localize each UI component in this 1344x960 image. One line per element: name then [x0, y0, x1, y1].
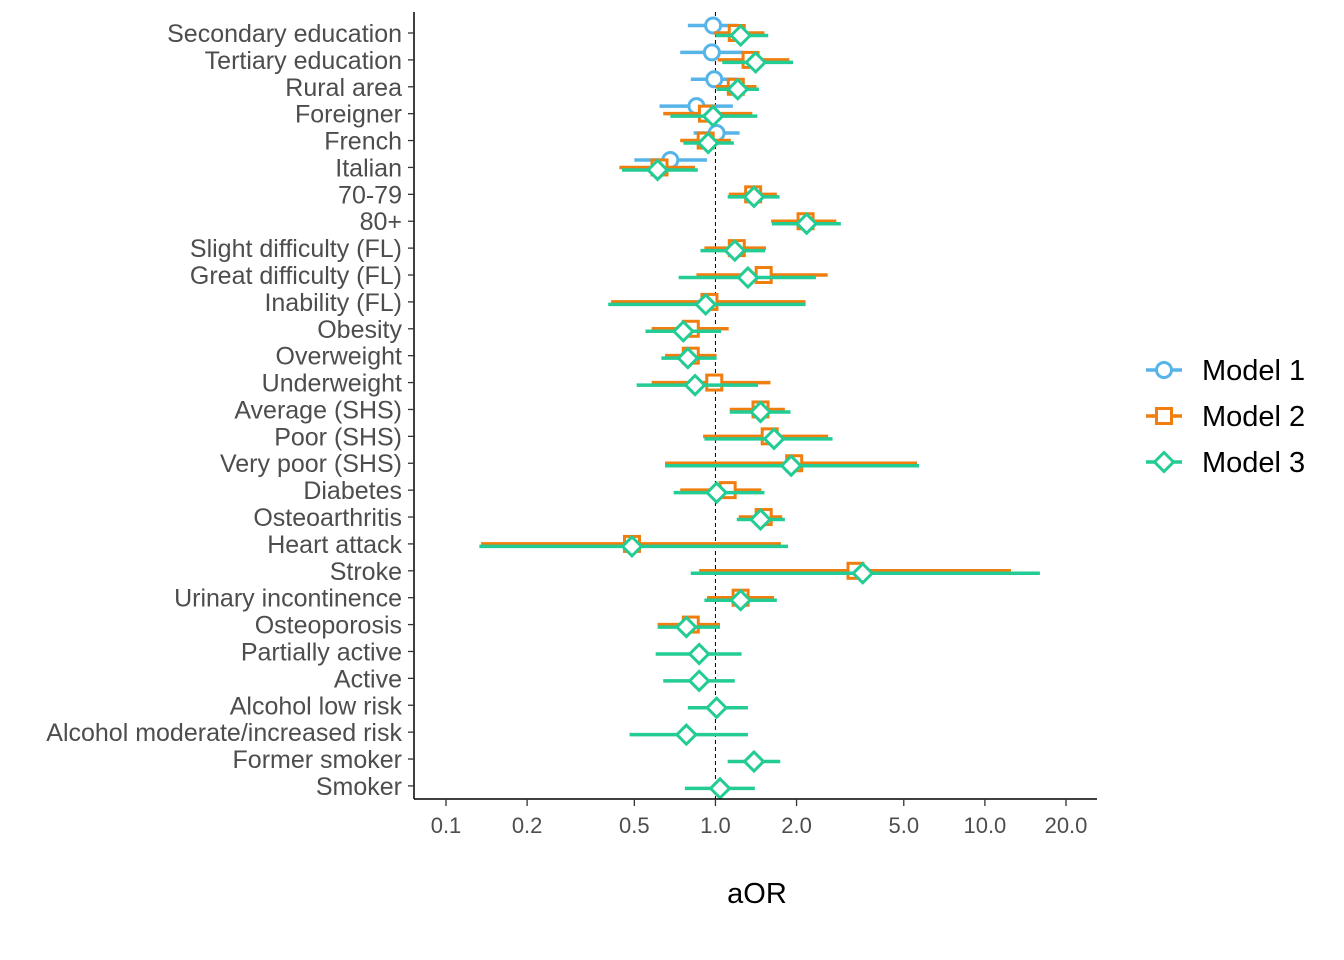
x-tick-label: 1.0	[700, 813, 731, 838]
point-estimate	[620, 534, 644, 559]
x-tick-label: 5.0	[888, 813, 919, 838]
legend-marker	[1152, 450, 1176, 474]
x-tick-label: 2.0	[781, 813, 812, 838]
x-tick-label: 0.1	[431, 813, 462, 838]
category-label: Obesity	[317, 316, 402, 344]
legend-label: Model 2	[1202, 401, 1305, 433]
legend-item: Model 1	[1146, 355, 1305, 387]
point-estimate	[704, 481, 729, 505]
legend: Model 1 Model 2 Model 3	[1146, 355, 1305, 479]
point-estimate	[736, 265, 760, 290]
category-label: Osteoarthritis	[253, 504, 402, 532]
point-estimate	[704, 16, 723, 35]
category-label: Tertiary education	[205, 47, 402, 75]
point-estimate	[702, 43, 721, 62]
point-estimate	[645, 158, 670, 182]
point-estimate	[744, 50, 768, 75]
point-estimate	[762, 427, 786, 451]
category-label: Alcohol moderate/increased risk	[46, 719, 402, 747]
category-label: 80+	[360, 208, 402, 236]
legend-item: Model 3	[1146, 447, 1305, 479]
category-label: Very poor (SHS)	[220, 450, 402, 478]
point-estimate	[694, 292, 718, 317]
series-model-1	[634, 16, 744, 169]
x-tick-label: 0.2	[512, 813, 543, 838]
category-label: Former smoker	[233, 746, 402, 774]
point-estimate	[748, 400, 773, 424]
point-estimate	[674, 615, 698, 639]
point-estimate	[708, 776, 732, 801]
legend-marker	[1155, 361, 1173, 379]
legend-label: Model 1	[1202, 355, 1305, 387]
point-estimate	[674, 723, 698, 747]
axes-layer	[408, 12, 1097, 806]
x-axis-title: aOR	[727, 878, 787, 910]
point-estimate	[701, 104, 725, 128]
point-estimate	[851, 561, 875, 585]
point-estimate	[696, 131, 720, 155]
category-label: Slight difficulty (FL)	[190, 235, 402, 263]
point-estimate	[728, 588, 753, 612]
category-label: Great difficulty (FL)	[190, 262, 402, 290]
x-tick-label: 10.0	[963, 813, 1006, 838]
point-estimate	[748, 507, 773, 532]
point-estimate	[683, 373, 707, 397]
category-label: Poor (SHS)	[274, 423, 402, 451]
category-label: Partially active	[241, 638, 402, 666]
point-estimate	[742, 749, 766, 774]
category-label: Stroke	[330, 558, 402, 586]
category-label: Active	[334, 665, 402, 693]
point-estimate	[742, 185, 766, 209]
point-estimate	[726, 77, 750, 101]
category-label: Alcohol low risk	[230, 692, 403, 720]
category-label: Secondary education	[167, 20, 402, 48]
category-label: 70-79	[338, 181, 402, 209]
category-label: Overweight	[276, 343, 402, 371]
category-label: Diabetes	[303, 477, 402, 505]
category-label: Inability (FL)	[264, 289, 402, 317]
category-label: Urinary incontinence	[174, 585, 402, 613]
series-layer	[479, 16, 1040, 801]
category-label: Italian	[335, 154, 402, 182]
point-estimate	[705, 70, 724, 89]
point-estimate	[795, 212, 819, 236]
point-estimate	[704, 696, 729, 720]
category-label: Average (SHS)	[234, 396, 402, 424]
legend-marker	[1155, 407, 1173, 425]
point-estimate	[723, 238, 747, 263]
x-tick-labels: 0.1 0.2 0.5 1.0 2.0 5.0 10.0 20.0	[431, 813, 1088, 838]
legend-item: Model 2	[1146, 401, 1305, 433]
x-tick-label: 20.0	[1045, 813, 1088, 838]
category-label: French	[324, 128, 402, 156]
point-estimate	[676, 346, 700, 370]
legend-label: Model 3	[1202, 447, 1305, 479]
point-estimate	[705, 373, 724, 392]
point-estimate	[687, 669, 711, 693]
category-label: Foreigner	[295, 101, 402, 129]
category-label: Smoker	[316, 773, 402, 801]
category-label: Underweight	[262, 370, 402, 398]
category-label: Heart attack	[267, 531, 402, 559]
point-estimate	[687, 642, 711, 666]
point-estimate	[779, 454, 803, 478]
point-estimate	[754, 266, 773, 285]
series-model-3	[479, 23, 1040, 801]
point-estimate	[671, 319, 695, 343]
point-estimate	[728, 23, 753, 48]
category-label: Rural area	[285, 74, 402, 102]
x-tick-label: 0.5	[619, 813, 650, 838]
category-label: Osteoporosis	[255, 612, 402, 640]
